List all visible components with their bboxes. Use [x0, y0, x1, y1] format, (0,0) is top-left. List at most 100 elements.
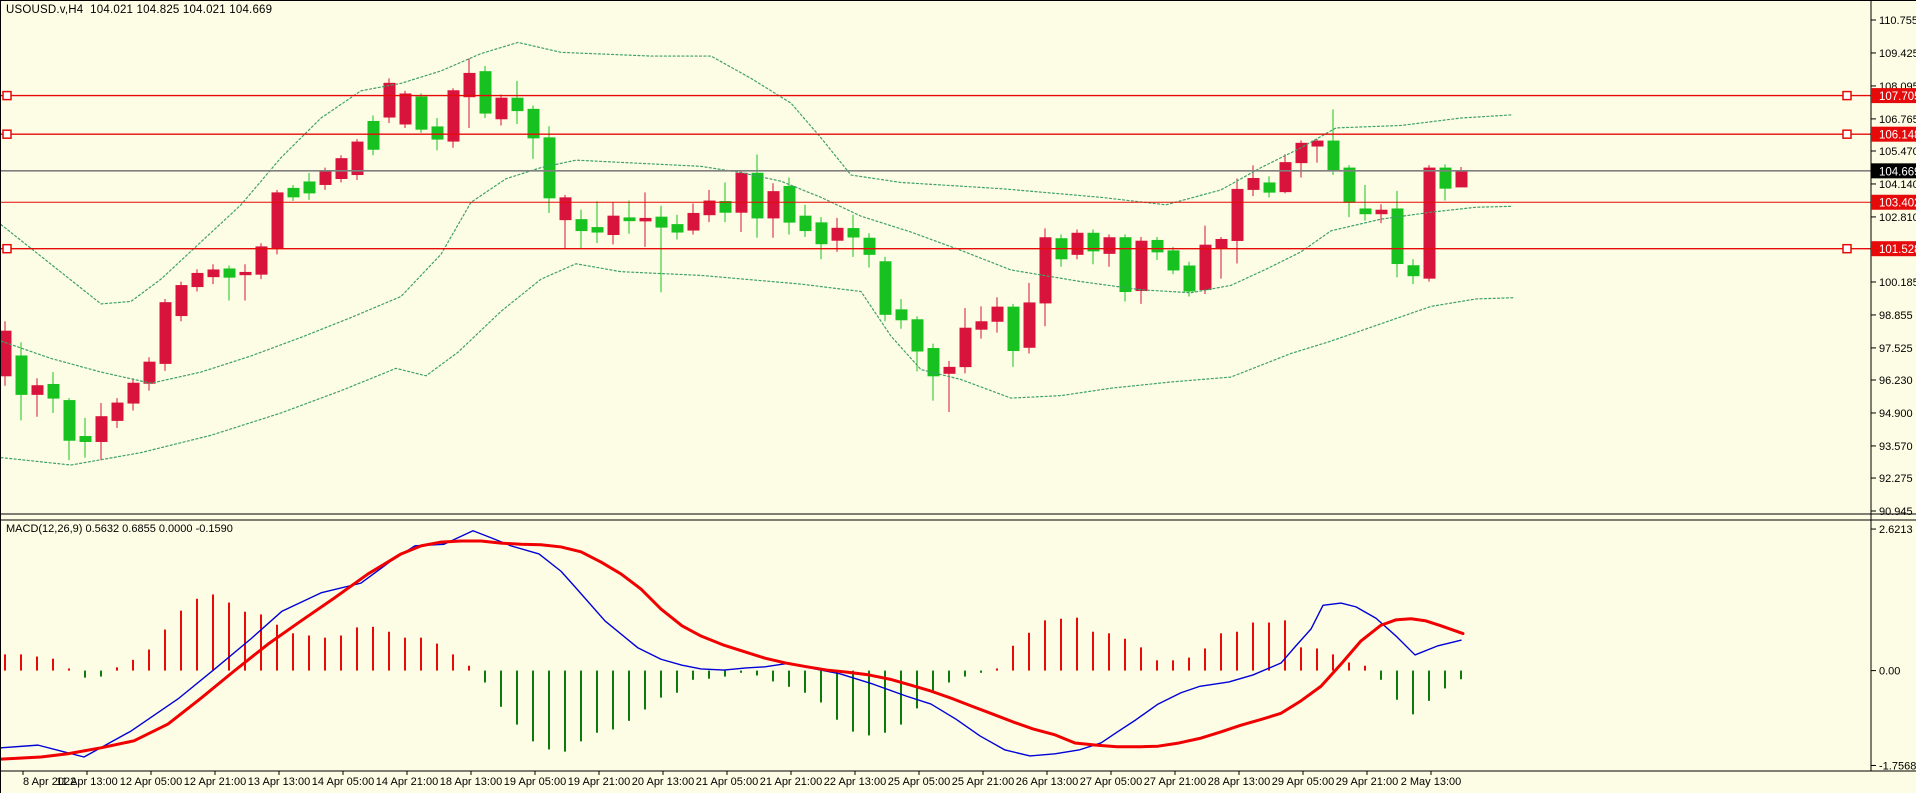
- candle-bear: [527, 105, 540, 159]
- candle-bull: [1039, 228, 1052, 327]
- candle-bull: [639, 192, 652, 247]
- candle-body: [271, 192, 284, 250]
- candle-body: [959, 327, 972, 368]
- badge-text: 104.669: [1879, 166, 1916, 178]
- candle-body: [1039, 237, 1052, 304]
- date-label: 22 Apr 13:00: [824, 776, 886, 788]
- candle-body: [1391, 208, 1404, 265]
- candle-body: [703, 200, 716, 216]
- candle-body: [367, 120, 380, 150]
- price-tick-label: 106.765: [1879, 114, 1916, 126]
- candle-body: [591, 227, 604, 233]
- candle-body: [303, 181, 316, 194]
- candle-body: [15, 355, 28, 395]
- price-tick-label: 97.525: [1879, 343, 1913, 355]
- candle-body: [1375, 209, 1388, 215]
- candle-body: [159, 302, 172, 364]
- macd-tick-label: 2.6213: [1879, 524, 1913, 536]
- horizontal-price-line[interactable]: [1, 90, 1871, 101]
- candle-bear: [15, 342, 28, 421]
- line-handle-left[interactable]: [2, 129, 12, 139]
- date-label: 25 Apr 05:00: [888, 776, 950, 788]
- price-tick-label: 96.230: [1879, 375, 1913, 387]
- line-handle-right[interactable]: [1842, 90, 1852, 101]
- candle-body: [831, 227, 844, 241]
- macd-indicator-label: MACD(12,26,9) 0.5632 0.6855 0.0000 -0.15…: [6, 523, 233, 535]
- candle-body: [111, 402, 124, 421]
- macd-signal-line-red: [1, 539, 1465, 761]
- candle-body: [1407, 265, 1420, 277]
- date-label: 25 Apr 21:00: [952, 776, 1014, 788]
- candle-body: [1311, 140, 1324, 147]
- candle-body: [1007, 306, 1020, 352]
- candle-body: [1167, 250, 1180, 271]
- candle-bull: [335, 155, 348, 183]
- bollinger-lower-line: [1, 263, 1514, 466]
- candle-bull: [463, 58, 476, 128]
- candle-bull: [943, 360, 956, 412]
- price-level-badge: 106.148: [1871, 126, 1916, 142]
- candle-body: [319, 171, 332, 185]
- date-label: 27 Apr 05:00: [1080, 776, 1142, 788]
- candle-body: [463, 72, 476, 98]
- candle-bear: [1359, 184, 1372, 221]
- candle-bear: [1407, 259, 1420, 285]
- candle-body: [447, 90, 460, 142]
- candle-bull: [959, 308, 972, 374]
- badge-text: 101.528: [1879, 244, 1916, 256]
- date-label: 11 Apr 13:00: [56, 776, 118, 788]
- badge-bg: [1871, 194, 1916, 210]
- current-price-badge: 104.669: [1871, 163, 1916, 179]
- date-label: 29 Apr 05:00: [1272, 776, 1334, 788]
- line-handle-right[interactable]: [1842, 129, 1852, 139]
- candle-bull: [191, 269, 204, 292]
- candle-body: [975, 321, 988, 330]
- candle-body: [1103, 237, 1116, 254]
- candle-body: [783, 185, 796, 223]
- line-handle-left[interactable]: [2, 243, 12, 254]
- candle-body: [847, 228, 860, 238]
- horizontal-price-line[interactable]: [1, 129, 1871, 139]
- candle-body: [287, 187, 300, 198]
- candle-bull: [447, 88, 460, 148]
- candle-bear: [847, 214, 860, 257]
- candle-body: [239, 271, 252, 276]
- date-label: 14 Apr 21:00: [376, 776, 438, 788]
- horizontal-price-line[interactable]: [1, 243, 1871, 254]
- candle-bull: [351, 139, 364, 180]
- candle-body: [1023, 302, 1036, 348]
- candle-bear: [911, 316, 924, 372]
- candle-bull: [1023, 282, 1036, 354]
- candle-body: [1423, 167, 1436, 279]
- candle-bear: [783, 177, 796, 235]
- candle-body: [1279, 162, 1292, 193]
- candle-bear: [63, 398, 76, 461]
- date-label: 28 Apr 13:00: [1208, 776, 1270, 788]
- candle-body: [479, 71, 492, 114]
- main-price-pane: [1, 41, 1871, 466]
- line-handle-left[interactable]: [2, 90, 12, 101]
- candle-body: [1151, 239, 1164, 253]
- candle-bull: [559, 194, 572, 250]
- candle-body: [79, 436, 92, 442]
- candle-bull: [1375, 204, 1388, 224]
- badge-bg: [1871, 126, 1916, 142]
- candle-body: [943, 366, 956, 374]
- candle-bear: [799, 204, 812, 237]
- price-axis[interactable]: 110.755109.425108.095106.765105.470104.1…: [1870, 1, 1916, 772]
- candle-body: [127, 382, 140, 404]
- candle-body: [575, 219, 588, 232]
- candle-body: [911, 319, 924, 352]
- candle-bear: [1167, 246, 1180, 275]
- date-label: 8 Apr 2022: [23, 776, 76, 788]
- price-level-badge: 107.705: [1871, 88, 1916, 104]
- price-tick-label: 93.570: [1879, 441, 1913, 453]
- candle-bear: [1183, 261, 1196, 297]
- candle-body: [751, 172, 764, 219]
- candle-body: [47, 383, 60, 399]
- date-label: 18 Apr 13:00: [440, 776, 502, 788]
- line-handle-right[interactable]: [1842, 243, 1852, 254]
